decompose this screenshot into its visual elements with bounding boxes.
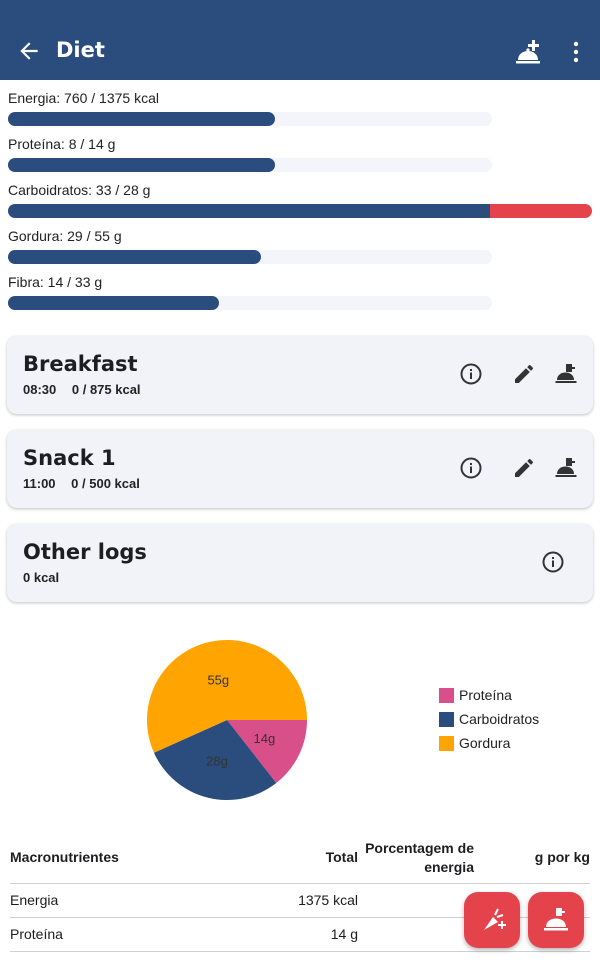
pie-slice-carboidratos <box>153 720 277 800</box>
macro-pie-chart: 14g 28g 55g Proteína Carboidratos Gordura <box>147 640 539 800</box>
header-total: Total <box>325 849 358 865</box>
header-g-per-kg: g por kg <box>534 849 590 865</box>
more-vert-icon[interactable] <box>566 40 586 64</box>
cell-name: Proteína <box>10 926 63 942</box>
meal-summary: 08:30 0 / 875 kcal <box>23 382 153 397</box>
macro-table: Macronutrientes Total Porcentagem de ene… <box>10 836 590 952</box>
add-meal-icon <box>544 908 568 931</box>
table-row: Proteína 14 g 4 <box>10 918 590 952</box>
pie-data-label: 28g <box>206 753 228 768</box>
info-icon[interactable] <box>541 550 565 574</box>
edit-icon[interactable] <box>512 362 536 386</box>
table-header: Macronutrientes Total Porcentagem de ene… <box>10 836 590 884</box>
meal-kcal: 0 / 500 kcal <box>71 476 140 491</box>
add-meal-icon[interactable] <box>514 38 542 66</box>
goal-label: Gordura: 29 / 55 g <box>8 228 122 244</box>
meal-card-breakfast[interactable]: Breakfast 08:30 0 / 875 kcal <box>7 336 593 414</box>
add-meal-button[interactable] <box>528 892 584 948</box>
meal-summary: 11:00 0 / 500 kcal <box>23 476 152 491</box>
quick-add-food-button[interactable] <box>464 892 520 948</box>
pie-slice-gordura <box>147 640 307 753</box>
legend-swatch <box>439 688 454 703</box>
meal-name: Snack 1 <box>23 446 116 470</box>
goal-energy: Energia: 760 / 1375 kcal <box>8 90 594 136</box>
meal-time: 08:30 <box>23 382 57 397</box>
app-bar: Diet <box>0 0 600 80</box>
pie-slice-proteína <box>227 720 307 784</box>
header-energy-pct: Porcentagem de energia <box>365 840 474 875</box>
add-food-icon[interactable] <box>554 362 578 386</box>
meal-kcal: 0 / 875 kcal <box>71 382 141 397</box>
meal-name: Other logs <box>23 540 147 564</box>
cell-energy-pct: 4 <box>364 926 474 942</box>
goal-fat: Gordura: 29 / 55 g <box>8 228 594 274</box>
header-macronutrient: Macronutrientes <box>10 849 119 865</box>
add-food-icon[interactable] <box>554 456 578 480</box>
cell-name: Energia <box>10 892 59 908</box>
goal-label: Proteína: 8 / 14 g <box>8 136 116 152</box>
goal-progress <box>8 296 219 310</box>
meal-summary: 0 kcal <box>23 570 71 585</box>
other-logs-card[interactable]: Other logs 0 kcal <box>7 524 593 602</box>
goal-progress <box>8 204 492 218</box>
pie-data-label: 14g <box>254 731 276 746</box>
cell-total: 14 g <box>330 926 358 942</box>
goal-label: Energia: 760 / 1375 kcal <box>8 90 159 106</box>
legend-label: Gordura <box>459 735 511 751</box>
goal-progress <box>8 250 261 264</box>
back-arrow-icon[interactable] <box>16 38 42 64</box>
edit-icon[interactable] <box>512 456 536 480</box>
goal-carbs: Carboidratos: 33 / 28 g <box>8 182 594 228</box>
info-icon[interactable] <box>459 456 483 480</box>
meal-card-snack[interactable]: Snack 1 11:00 0 / 500 kcal <box>7 430 593 508</box>
pie-data-label: 55g <box>207 672 229 687</box>
cell-total: 1375 kcal <box>298 892 358 908</box>
legend-label: Carboidratos <box>459 711 539 727</box>
page-title: Diet <box>56 38 105 62</box>
goal-excess <box>490 204 592 218</box>
carrot-add-icon <box>484 908 506 930</box>
meal-name: Breakfast <box>23 352 138 376</box>
legend-swatch <box>439 712 454 727</box>
goal-protein: Proteína: 8 / 14 g <box>8 136 594 182</box>
goal-progress <box>8 158 275 172</box>
info-icon[interactable] <box>459 362 483 386</box>
legend-swatch <box>439 736 454 751</box>
meal-kcal: 0 kcal <box>23 570 60 585</box>
meal-time: 11:00 <box>23 476 56 491</box>
goal-fiber: Fibra: 14 / 33 g <box>8 274 594 320</box>
goal-label: Carboidratos: 33 / 28 g <box>8 182 151 198</box>
legend-label: Proteína <box>459 687 512 703</box>
goal-progress <box>8 112 275 126</box>
goal-label: Fibra: 14 / 33 g <box>8 274 103 290</box>
table-row: Energia 1375 kcal <box>10 884 590 918</box>
nutrition-goals: Energia: 760 / 1375 kcal Proteína: 8 / 1… <box>8 90 594 320</box>
